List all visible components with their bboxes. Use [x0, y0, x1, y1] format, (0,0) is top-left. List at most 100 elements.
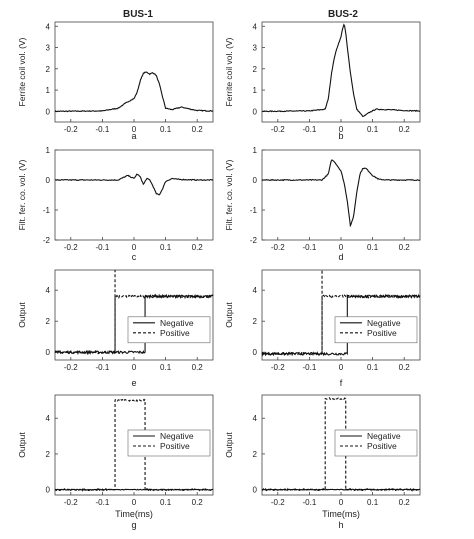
panel-g-series-positive-line: [54, 398, 214, 492]
panel-c-subfigure-label: c: [132, 252, 137, 262]
panel-c-ytick-label: -1: [43, 206, 51, 215]
panel-a-series-signal-line: [54, 71, 214, 113]
panel-d: -0.2 -0.1 0 0.1 0.2 -2 -1 0 1 Filt. fer. co. vol.…: [224, 146, 421, 262]
panel-b-ylabel: Ferrite coil vol. (V): [224, 37, 234, 106]
panel-d-series-signal-line: [261, 159, 421, 228]
panel-a-xtick-label: -0.2: [64, 125, 78, 134]
panel-g-xtick-label: -0.1: [96, 498, 110, 507]
panel-a-ytick-label: 3: [46, 44, 51, 53]
panel-h-ylabel: Output: [224, 432, 234, 458]
panel-b-ytick-label: 4: [253, 22, 258, 31]
panel-f-ylabel: Output: [224, 302, 234, 328]
panel-a-xtick-label: 0.2: [192, 125, 204, 134]
panel-e-ylabel: Output: [17, 302, 27, 328]
panel-b-xtick-label: 0.2: [399, 125, 411, 134]
panel-g-ylabel: Output: [17, 432, 27, 458]
panel-d-subfigure-label: d: [338, 252, 343, 262]
panel-g-xtick-label: 0.2: [192, 498, 204, 507]
panel-a-ytick-label: 2: [46, 65, 51, 74]
panel-g-ytick-label: 4: [46, 414, 51, 423]
panel-f-legend-label-positive: Positive: [367, 328, 397, 338]
panel-c-xtick-label: 0: [132, 243, 137, 252]
panel-c-xtick-label: -0.1: [96, 243, 110, 252]
panel-b-ytick-label: 2: [253, 65, 258, 74]
panel-f-xtick-label: -0.2: [271, 363, 285, 372]
panel-e-legend-label-positive: Positive: [160, 328, 190, 338]
panel-e-xtick-label: 0: [132, 363, 137, 372]
panel-g-xtick-label: -0.2: [64, 498, 78, 507]
panel-f-ytick-label: 2: [253, 317, 258, 326]
panel-h-xtick-label: 0: [339, 498, 344, 507]
panel-h-xtick-label: 0.2: [399, 498, 411, 507]
panel-e-xtick-label: 0.2: [192, 363, 204, 372]
panel-c-ylabel: Filt. fer. co. vol. (V): [17, 159, 27, 230]
panel-b-series-signal-line: [261, 23, 421, 117]
panel-f-xtick-label: 0: [339, 363, 344, 372]
panel-e: -0.2 -0.1 0 0.1 0.2 0 2 4 Output e NegativePositiv…: [17, 269, 214, 388]
panel-h-xlabel: Time(ms): [322, 509, 360, 519]
panel-c-ytick-label: 1: [46, 146, 51, 155]
panel-c-xtick-label: -0.2: [64, 243, 78, 252]
panel-g-legend-box: [127, 429, 211, 457]
panel-a-xtick-label: 0: [132, 125, 137, 134]
column-title-bus-1: BUS-1: [123, 9, 153, 20]
panel-e-axes-frame: [54, 269, 214, 361]
panel-h: -0.2 -0.1 0 0.1 0.2 0 2 4 Output Time(ms)h Negativ…: [224, 394, 421, 530]
panel-g-xlabel: Time(ms): [115, 509, 153, 519]
panel-c-xtick-label: 0.2: [192, 243, 204, 252]
panel-h-legend-label-negative: Negative: [367, 431, 401, 441]
panel-e-xtick-label: -0.1: [96, 363, 110, 372]
panel-d-xtick-label: 0: [339, 243, 344, 252]
panel-b-subfigure-label: b: [338, 131, 343, 141]
panel-f-subfigure-label: f: [340, 378, 343, 388]
panel-c-ytick-label: 0: [46, 176, 51, 185]
panel-a-ytick-label: 0: [46, 107, 51, 116]
panel-h-legend-label-positive: Positive: [367, 441, 397, 451]
panel-a-ytick-label: 1: [46, 86, 51, 95]
panel-g-legend-label-negative: Negative: [160, 431, 194, 441]
panel-e-legend-label-negative: Negative: [160, 318, 194, 328]
panel-c-axes-frame: [54, 149, 214, 241]
panel-c: -0.2 -0.1 0 0.1 0.2 -2 -1 0 1 Filt. fer. co. vol.…: [17, 146, 214, 262]
panel-d-xtick-label: -0.1: [303, 243, 317, 252]
panel-f-legend-label-negative: Negative: [367, 318, 401, 328]
panel-b-ytick-label: 1: [253, 86, 258, 95]
panel-g-subfigure-label: g: [131, 520, 136, 530]
panel-a-xtick-label: -0.1: [96, 125, 110, 134]
panel-a: -0.2 -0.1 0 0.1 0.2 0 1 2 3 4 Ferrite coil vol. (V…: [17, 21, 214, 141]
panel-a-xtick-label: 0.1: [160, 125, 172, 134]
panels: -0.2 -0.1 0 0.1 0.2 0 1 2 3 4 Ferrite coil vol. (V…: [17, 21, 421, 530]
panel-f-ytick-label: 0: [253, 348, 258, 357]
panel-e-xtick-label: 0.1: [160, 363, 172, 372]
panel-g-xtick-label: 0.1: [160, 498, 172, 507]
panel-f: -0.2 -0.1 0 0.1 0.2 0 2 4 Output f NegativePositiv…: [224, 269, 421, 388]
panel-e-xtick-label: -0.2: [64, 363, 78, 372]
panel-d-axes-frame: [261, 149, 421, 241]
panel-a-ytick-label: 4: [46, 22, 51, 31]
panel-f-series-negative-line: [261, 293, 421, 357]
panel-d-xtick-label: 0.2: [399, 243, 411, 252]
panel-e-ytick-label: 2: [46, 317, 51, 326]
panel-a-ylabel: Ferrite coil vol. (V): [17, 37, 27, 106]
panel-a-subfigure-label: a: [131, 131, 136, 141]
panel-h-subfigure-label: h: [338, 520, 343, 530]
column-title-bus-2: BUS-2: [328, 9, 358, 20]
panel-b-xtick-label: 0.1: [367, 125, 379, 134]
panel-f-ytick-label: 4: [253, 286, 258, 295]
panel-b-xtick-label: -0.2: [271, 125, 285, 134]
panel-a-axes-frame: [54, 21, 214, 123]
panel-f-axes-frame: [261, 269, 421, 361]
panel-e-subfigure-label: e: [131, 378, 136, 388]
panel-g: -0.2 -0.1 0 0.1 0.2 0 2 4 Output Time(ms)g Negativ…: [17, 394, 214, 530]
panel-h-xtick-label: -0.2: [271, 498, 285, 507]
panel-g-xtick-label: 0: [132, 498, 137, 507]
panel-e-ytick-label: 4: [46, 286, 51, 295]
panel-d-ytick-label: 0: [253, 176, 258, 185]
panel-d-xtick-label: -0.2: [271, 243, 285, 252]
panel-b: -0.2 -0.1 0 0.1 0.2 0 1 2 3 4 Ferrite coil vol. (V…: [224, 21, 421, 141]
panel-c-xtick-label: 0.1: [160, 243, 172, 252]
